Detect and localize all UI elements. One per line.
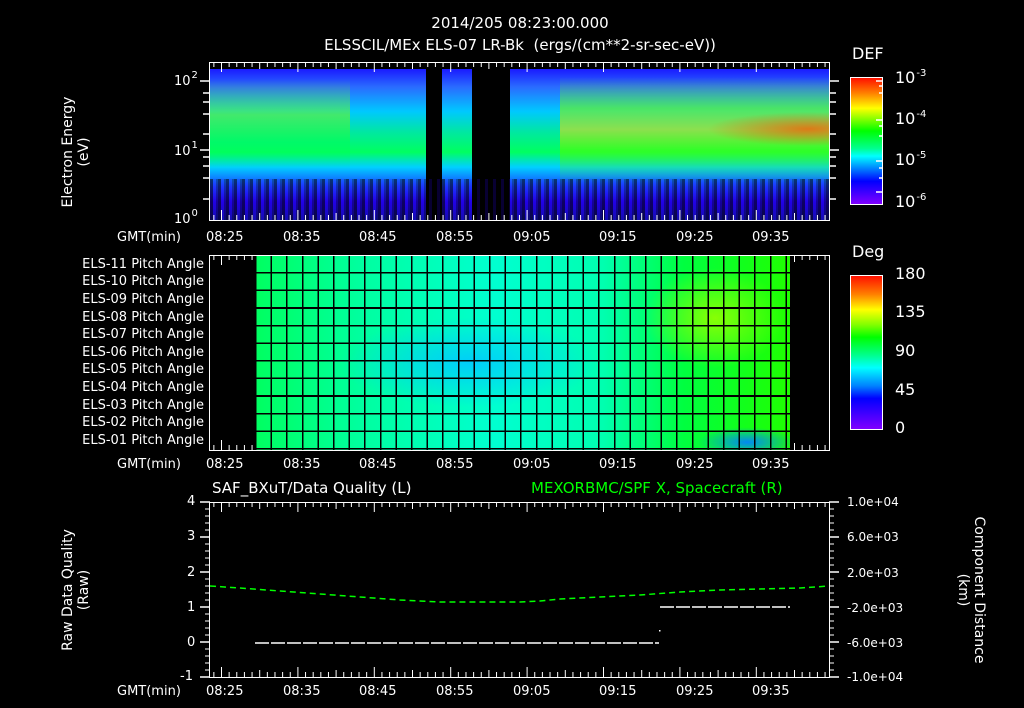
plot-timestamp: 2014/205 08:23:00.000 [431,14,609,32]
row-label: ELS-03 Pitch Angle [82,398,204,413]
panel1-title: ELSSCIL/MEx ELS-07 LR-Bk (ergs/(cm**2-sr… [324,36,716,54]
spectrogram-early-enhancement [210,79,350,169]
pitch-angle-grid [255,256,790,450]
panel1-xaxis-label: GMT(min) [117,230,181,245]
colorbar2-tick-90: 90 [895,341,916,360]
colorbar2-tick-180: 180 [895,264,926,283]
panel3-right-ytick: -2.0e+03 [847,601,904,615]
panel3-right-ytick: -1.0e+04 [847,670,904,684]
colorbar2-title: Deg [852,242,885,261]
panel3-left-ytick: -1 [180,669,193,684]
spectrogram-plot [210,69,829,220]
panel3-left-ytick: 3 [187,529,196,544]
row-label: ELS-08 Pitch Angle [82,310,204,325]
panel3-left-ylabel-line1: Raw Data Quality [60,529,76,651]
colorbar1-title: DEF [852,44,884,63]
panel3-right-ytick: 6.0e+03 [847,530,899,544]
panel3-left-title: SAF_BXuT/Data Quality (L) [212,479,412,497]
pitch-grid-lines [255,256,790,450]
row-label: ELS-09 Pitch Angle [82,292,204,307]
colorbar2-tick-45: 45 [895,380,916,399]
colorbar1-tick-1e-4: 10-4 [895,109,927,128]
row-label: ELS-07 Pitch Angle [82,327,204,342]
panel3-right-ylabel-line1: Component Distance [971,516,987,664]
row-label: ELS-01 Pitch Angle [82,433,204,448]
row-label: ELS-11 Pitch Angle [82,257,204,272]
row-label: ELS-06 Pitch Angle [82,345,204,360]
panel3-left-ytick: 1 [187,600,196,615]
row-label: ELS-10 Pitch Angle [82,274,204,289]
colorbar1-tick-1e-6: 10-6 [895,192,927,211]
row-label: ELS-05 Pitch Angle [82,362,204,377]
panel3-right-ylabel: Component Distance (km) [947,495,987,685]
panel3-left-ylabel: Raw Data Quality (Raw) [60,495,100,685]
panel3-right-ytick: 2.0e+03 [847,566,899,580]
data-quality-line [255,606,790,644]
row-label: ELS-02 Pitch Angle [82,415,204,430]
spectrogram-noise [210,179,829,220]
colorbar1 [850,77,883,205]
panel2-xaxis-label: GMT(min) [117,457,181,472]
panel3-left-ytick: 0 [187,635,196,650]
panel3-left-ylabel-line2: (Raw) [76,569,92,611]
panel1-ytick-1: 100 [174,208,198,227]
spf-x-line [209,585,830,603]
panel3-left-ytick: 2 [187,565,196,580]
panel3-right-ytick: -6.0e+03 [847,636,904,650]
colorbar2 [850,275,883,430]
panel3-right-ylabel-line2: (km) [955,573,971,607]
panel3-right-title: MEXORBMC/SPF X, Spacecraft (R) [531,479,783,497]
row-label: ELS-04 Pitch Angle [82,380,204,395]
colorbar1-tick-1e-5: 10-5 [895,150,927,169]
panel1-ytick-100: 102 [174,70,198,89]
colorbar1-tick-1e-3: 10-3 [895,68,927,87]
colorbar2-tick-0: 0 [895,418,906,437]
panel3-left-ytick: 4 [187,494,196,509]
panel3-xaxis-label: GMT(min) [117,684,181,699]
panel3-right-ytick: 1.0e+04 [847,495,899,509]
panel1-ytick-10: 101 [174,140,198,159]
spectrogram-hotspots [690,109,829,149]
colorbar2-tick-135: 135 [895,302,926,321]
